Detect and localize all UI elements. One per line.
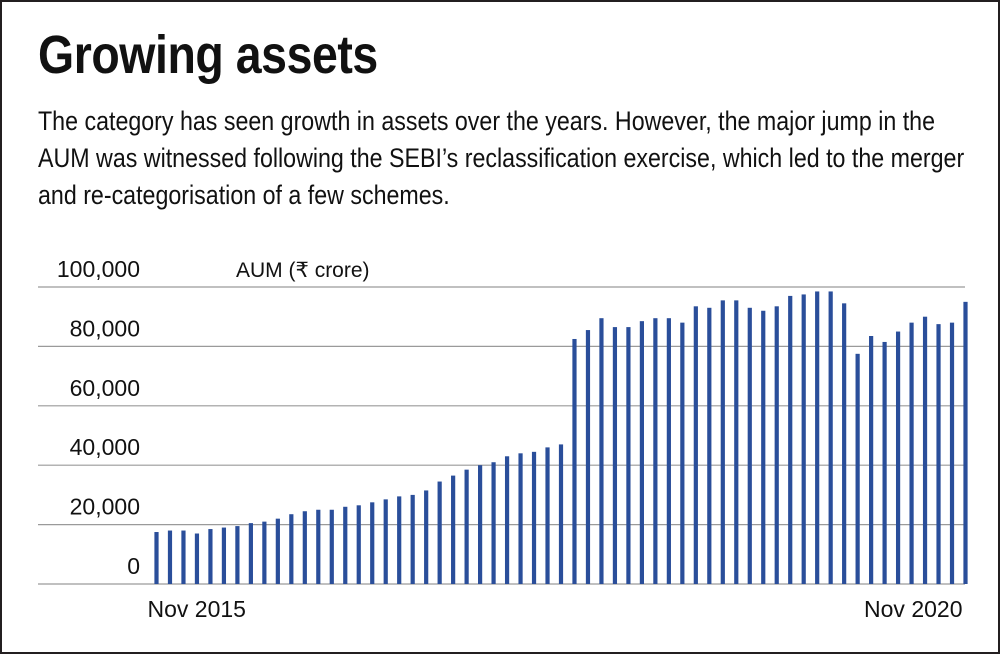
bar (248, 523, 253, 584)
x-tick-label: Nov 2020 (864, 596, 962, 622)
bar (922, 316, 928, 584)
bar (882, 341, 887, 584)
y-axis-unit-label: AUM (₹ crore) (236, 259, 370, 282)
bar (936, 324, 941, 585)
bar (855, 353, 860, 584)
gridlines (38, 286, 965, 585)
bar (208, 529, 213, 584)
bar (262, 521, 267, 584)
bar (302, 511, 307, 584)
bar (167, 530, 173, 584)
bar (572, 338, 577, 584)
bar (531, 451, 537, 584)
bar (545, 447, 550, 584)
bar (895, 331, 901, 584)
chart-title: Growing assets (38, 25, 378, 85)
bar (815, 291, 820, 584)
bar (693, 306, 698, 584)
bar (666, 318, 671, 584)
bar (747, 307, 752, 584)
bar (289, 514, 294, 584)
bar (437, 481, 442, 584)
bar (734, 300, 739, 584)
bar (585, 330, 591, 584)
bar (788, 295, 793, 584)
bar (275, 518, 280, 584)
bar (518, 453, 523, 584)
bar (356, 505, 361, 584)
bar (424, 490, 429, 584)
bar (774, 306, 779, 584)
bar (329, 509, 334, 584)
bar (558, 444, 564, 584)
y-tick-label: 100,000 (57, 256, 140, 282)
bar (235, 526, 240, 584)
axis-labels: 0 20,000 40,000 60,000 80,000 100,000 Nov 2015… (57, 256, 963, 622)
bar (599, 318, 604, 584)
bar (909, 322, 914, 584)
bar (451, 475, 456, 584)
x-tick-label: Nov 2015 (148, 596, 246, 622)
y-tick-label: 40,000 (70, 434, 140, 460)
bar (639, 321, 644, 584)
bar (383, 499, 388, 584)
bar (680, 322, 685, 584)
bar (491, 462, 496, 584)
bar (478, 465, 483, 584)
bar (612, 327, 618, 584)
y-tick-label: 20,000 (70, 494, 140, 520)
bar (963, 301, 968, 584)
bar (504, 456, 510, 584)
chart-subtitle: The category has seen growth in assets o… (38, 106, 965, 210)
bar (801, 294, 806, 584)
bar (194, 533, 200, 584)
bar (828, 291, 833, 584)
bar (626, 327, 631, 584)
bar (154, 532, 159, 584)
bar (397, 496, 402, 584)
bar (221, 527, 227, 584)
bar (869, 336, 874, 584)
y-tick-label: 0 (127, 553, 140, 579)
bar (410, 494, 415, 584)
bar (464, 469, 469, 584)
bar (181, 530, 186, 584)
y-tick-label: 60,000 (70, 375, 140, 401)
bar (707, 307, 712, 584)
bars (154, 291, 968, 585)
bar (316, 509, 321, 584)
bar (761, 310, 766, 584)
bar (842, 303, 847, 584)
bar (370, 502, 375, 584)
bar (343, 506, 348, 584)
y-tick-label: 80,000 (70, 315, 140, 341)
bar (720, 300, 725, 584)
bar (949, 322, 955, 584)
bar (653, 318, 658, 584)
